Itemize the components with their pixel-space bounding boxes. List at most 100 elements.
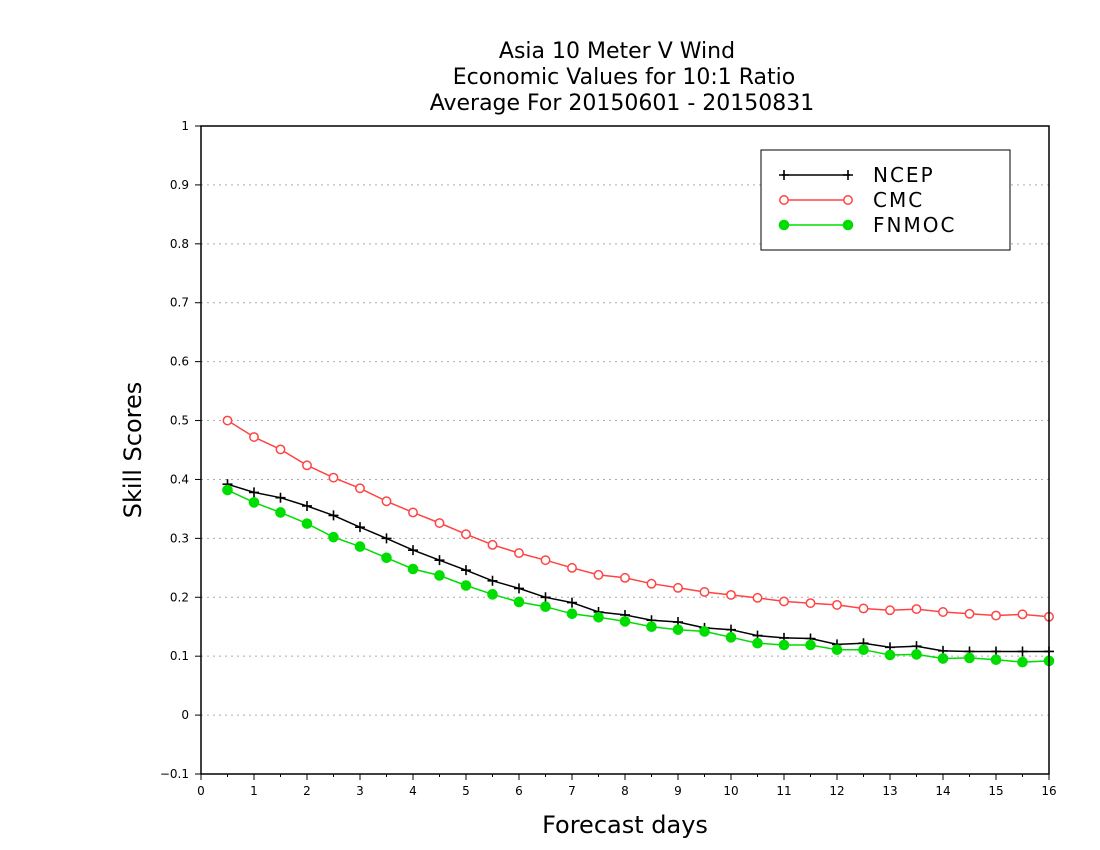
title-line-2: Economic Values for 10:1 Ratio [453, 65, 795, 90]
y-tick-label: 0.3 [170, 531, 189, 545]
data-point-cmc [752, 592, 763, 603]
x-axis-label: Forecast days [542, 811, 708, 839]
legend-marker-ncep [779, 170, 789, 180]
series-line-fnmoc [227, 489, 1050, 663]
data-point-fnmoc [222, 484, 233, 496]
data-point-ncep [302, 500, 312, 511]
data-point-fnmoc [593, 612, 604, 623]
x-tick-label: 6 [515, 784, 523, 798]
data-point-ncep [408, 545, 418, 556]
data-point-fnmoc [460, 580, 472, 591]
title-line-1: Asia 10 Meter V Wind [499, 39, 735, 64]
data-point-fnmoc [407, 563, 419, 575]
data-point-cmc [461, 529, 471, 540]
x-tick-label: 10 [723, 784, 738, 798]
y-tick-label: 0.4 [170, 472, 189, 486]
data-point-cmc [805, 598, 816, 609]
data-point-ncep [275, 492, 286, 503]
y-tick-label: 0.6 [170, 355, 189, 369]
data-point-fnmoc [884, 649, 896, 661]
data-point-fnmoc [858, 644, 869, 656]
data-point-fnmoc [805, 639, 816, 651]
data-point-fnmoc [646, 621, 657, 633]
y-tick-label: 0 [181, 708, 189, 722]
x-tick-label: 13 [882, 784, 897, 798]
data-point-cmc [408, 507, 418, 518]
data-point-fnmoc [381, 552, 392, 564]
x-tick-label: 4 [409, 784, 417, 798]
series-line-cmc [227, 419, 1050, 618]
legend-label-ncep: NCEP [873, 163, 935, 187]
series-ncep [222, 479, 1054, 657]
data-point-cmc [302, 460, 312, 471]
data-point-cmc [514, 548, 524, 559]
data-point-cmc [275, 444, 286, 455]
data-point-cmc [620, 572, 630, 583]
y-axis-ticks: −0.1 0 0.1 0.2 0.3 0.4 0.5 0.6 0.7 0.8 0.9 1 [160, 119, 201, 781]
x-tick-label: 16 [1041, 784, 1056, 798]
series-layer [222, 415, 1055, 668]
data-point-cmc [885, 605, 895, 616]
data-point-fnmoc [937, 653, 949, 664]
data-point-cmc [540, 555, 551, 566]
data-point-fnmoc [990, 654, 1002, 666]
data-point-ncep [487, 575, 498, 586]
legend-marker-cmc [843, 195, 853, 205]
data-point-fnmoc [354, 541, 366, 552]
data-point-cmc [911, 604, 922, 615]
data-point-cmc [726, 589, 736, 600]
data-point-fnmoc [778, 639, 790, 651]
data-point-cmc [434, 518, 445, 528]
data-point-fnmoc [540, 601, 551, 612]
data-point-cmc [328, 472, 339, 483]
x-tick-label: 1 [250, 784, 258, 798]
data-point-fnmoc [434, 570, 445, 581]
data-point-ncep [381, 533, 392, 544]
legend-label-cmc: CMC [873, 188, 924, 212]
data-point-ncep [328, 510, 339, 521]
chart-title: Asia 10 Meter V Wind Economic Values for… [430, 39, 815, 116]
y-tick-label: 0.2 [170, 590, 189, 604]
y-tick-label: 0.9 [170, 178, 189, 192]
gridlines [201, 184, 1049, 716]
data-point-cmc [832, 599, 842, 610]
x-tick-label: 8 [621, 784, 629, 798]
data-point-fnmoc [752, 637, 763, 649]
data-point-cmc [567, 562, 577, 573]
x-tick-label: 3 [356, 784, 364, 798]
data-point-fnmoc [911, 649, 922, 660]
data-point-cmc [646, 578, 657, 589]
data-point-ncep [567, 597, 577, 608]
data-point-fnmoc [831, 644, 843, 656]
data-point-cmc [222, 415, 233, 426]
series-fnmoc [222, 484, 1055, 668]
x-tick-label: 2 [303, 784, 311, 798]
x-tick-label: 5 [462, 784, 470, 798]
data-point-cmc [487, 539, 498, 550]
data-point-fnmoc [725, 632, 737, 643]
data-point-ncep [461, 565, 471, 576]
data-point-cmc [699, 587, 710, 597]
y-tick-label: 1 [181, 119, 189, 133]
data-point-fnmoc [619, 616, 631, 627]
data-point-ncep [514, 583, 524, 594]
data-point-fnmoc [248, 497, 260, 508]
title-line-3: Average For 20150601 - 20150831 [430, 91, 815, 116]
x-axis-ticks: 0 1 2 3 4 5 6 7 8 9 10 11 12 13 14 15 16 [197, 774, 1057, 798]
legend-marker-fnmoc [778, 219, 790, 231]
data-point-cmc [964, 608, 975, 619]
y-tick-label: 0.5 [170, 414, 189, 428]
y-tick-label: 0.7 [170, 296, 189, 310]
data-point-cmc [991, 610, 1001, 621]
x-tick-label: 0 [197, 784, 205, 798]
data-point-ncep [355, 522, 365, 533]
data-point-fnmoc [513, 596, 525, 608]
data-point-fnmoc [699, 626, 710, 637]
data-point-fnmoc [328, 531, 339, 543]
data-point-cmc [593, 569, 604, 580]
x-tick-label: 11 [776, 784, 791, 798]
data-point-cmc [355, 483, 365, 494]
